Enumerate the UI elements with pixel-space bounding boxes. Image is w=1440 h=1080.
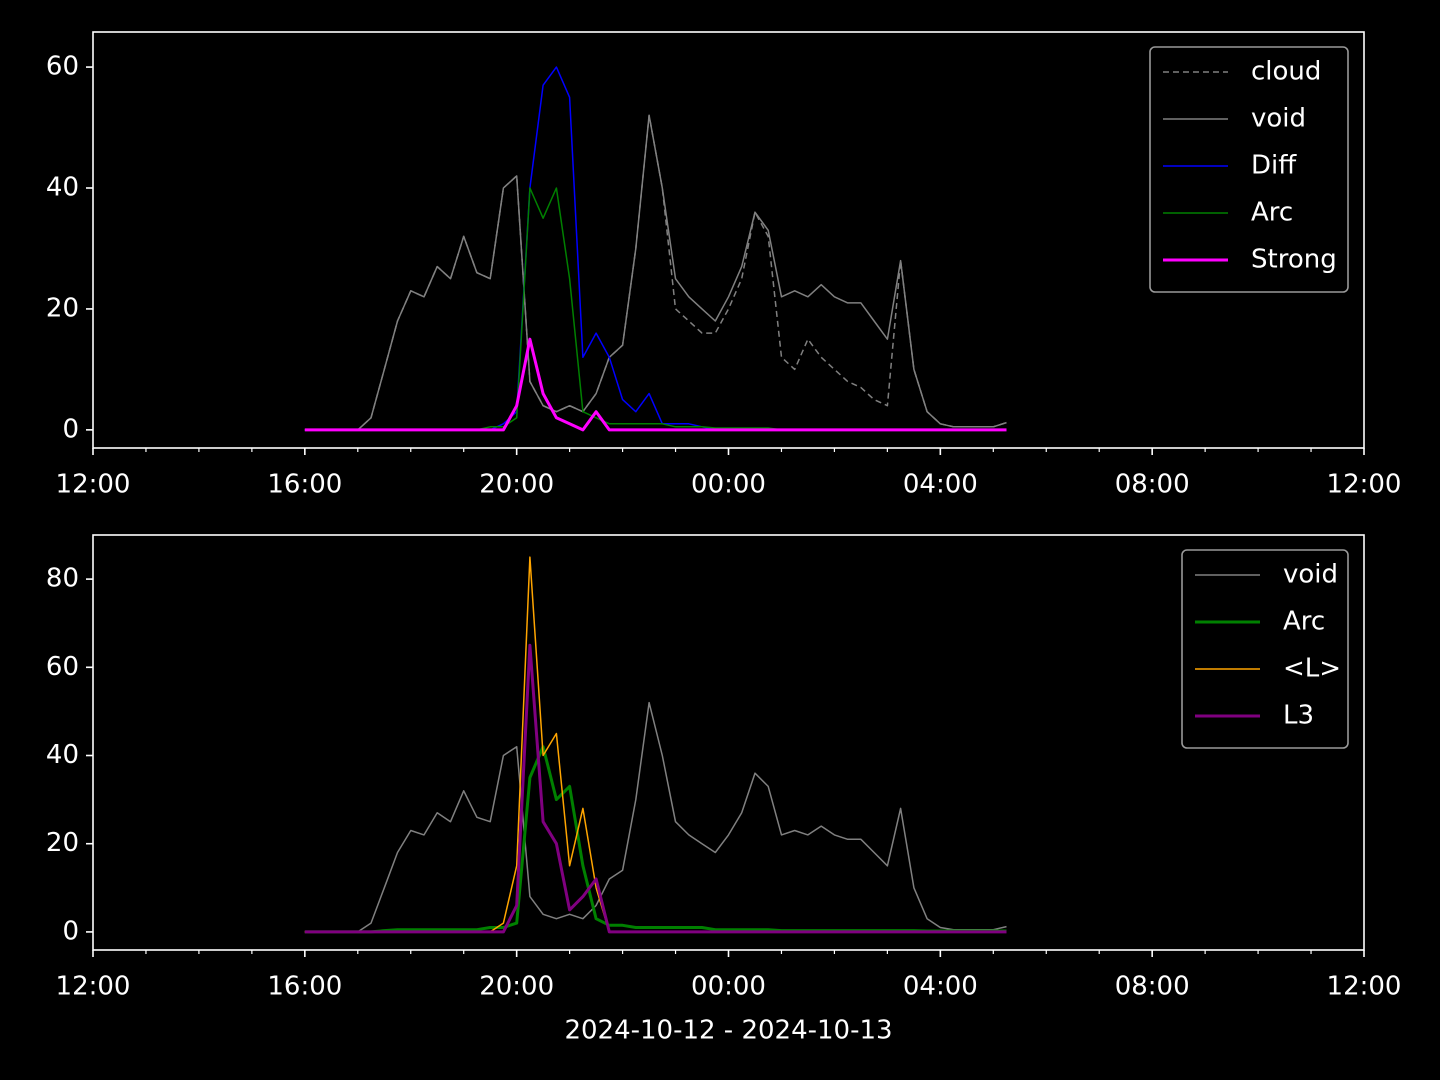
legend-frame [1149, 46, 1349, 293]
x-tick-label: 00:00 [691, 972, 766, 1002]
legend-label: Strong [1251, 245, 1337, 275]
legend-label: <L> [1283, 654, 1341, 684]
x-tick-label: 08:00 [1115, 470, 1190, 500]
y-tick-label: 60 [46, 652, 79, 682]
x-tick-label: 12:00 [56, 972, 131, 1002]
series-line [304, 337, 1007, 432]
x-tick-label: 04:00 [903, 972, 978, 1002]
y-tick-label: 0 [62, 916, 79, 946]
x-tick-label: 08:00 [1115, 972, 1190, 1002]
y-tick-label: 20 [46, 828, 79, 858]
series-line [304, 556, 1007, 933]
axes-frame [92, 31, 1365, 449]
legend: cloud void Diff Arc Strong [1149, 46, 1349, 293]
x-tick-label: 12:00 [1327, 972, 1402, 1002]
series-line [304, 114, 1007, 431]
x-tick-label: 12:00 [1327, 470, 1402, 500]
x-tick-label: 20:00 [479, 972, 554, 1002]
x-tick-label: 00:00 [691, 470, 766, 500]
legend-frame [1181, 549, 1349, 749]
x-tick-label: 20:00 [479, 470, 554, 500]
x-tick-label: 12:00 [56, 470, 131, 500]
axes: 0 20 40 60 80 12:00 16:00 20:00 00:00 04:00 08:00 1… [46, 534, 1402, 1046]
series-line [304, 745, 1007, 934]
axes-frame [92, 534, 1365, 951]
legend-label: Diff [1251, 151, 1297, 181]
legend: void Arc <L> L3 [1181, 549, 1349, 749]
legend-label: cloud [1251, 57, 1321, 87]
legend-label: Arc [1283, 607, 1325, 637]
y-tick-label: 80 [46, 564, 79, 594]
x-tick-label: 04:00 [903, 470, 978, 500]
legend-label: void [1283, 560, 1338, 590]
series-line [304, 701, 1007, 933]
y-tick-label: 60 [46, 52, 79, 82]
series-line [304, 643, 1007, 934]
legend-label: void [1251, 104, 1306, 134]
legend-label: L3 [1283, 701, 1314, 731]
x-tick-label: 16:00 [267, 972, 342, 1002]
x-axis-label: 2024-10-12 - 2024-10-13 [564, 1016, 892, 1046]
series-line [304, 114, 1007, 431]
series-line [304, 66, 1007, 431]
y-tick-label: 0 [62, 414, 79, 444]
y-tick-label: 40 [46, 173, 79, 203]
legend-label: Arc [1251, 198, 1293, 228]
axes: 0 20 40 60 12:00 16:00 20:00 00:00 04:00 08:00 12:… [46, 31, 1402, 500]
x-tick-label: 16:00 [267, 470, 342, 500]
y-tick-label: 40 [46, 740, 79, 770]
series-line [304, 187, 1007, 431]
y-tick-label: 20 [46, 293, 79, 323]
